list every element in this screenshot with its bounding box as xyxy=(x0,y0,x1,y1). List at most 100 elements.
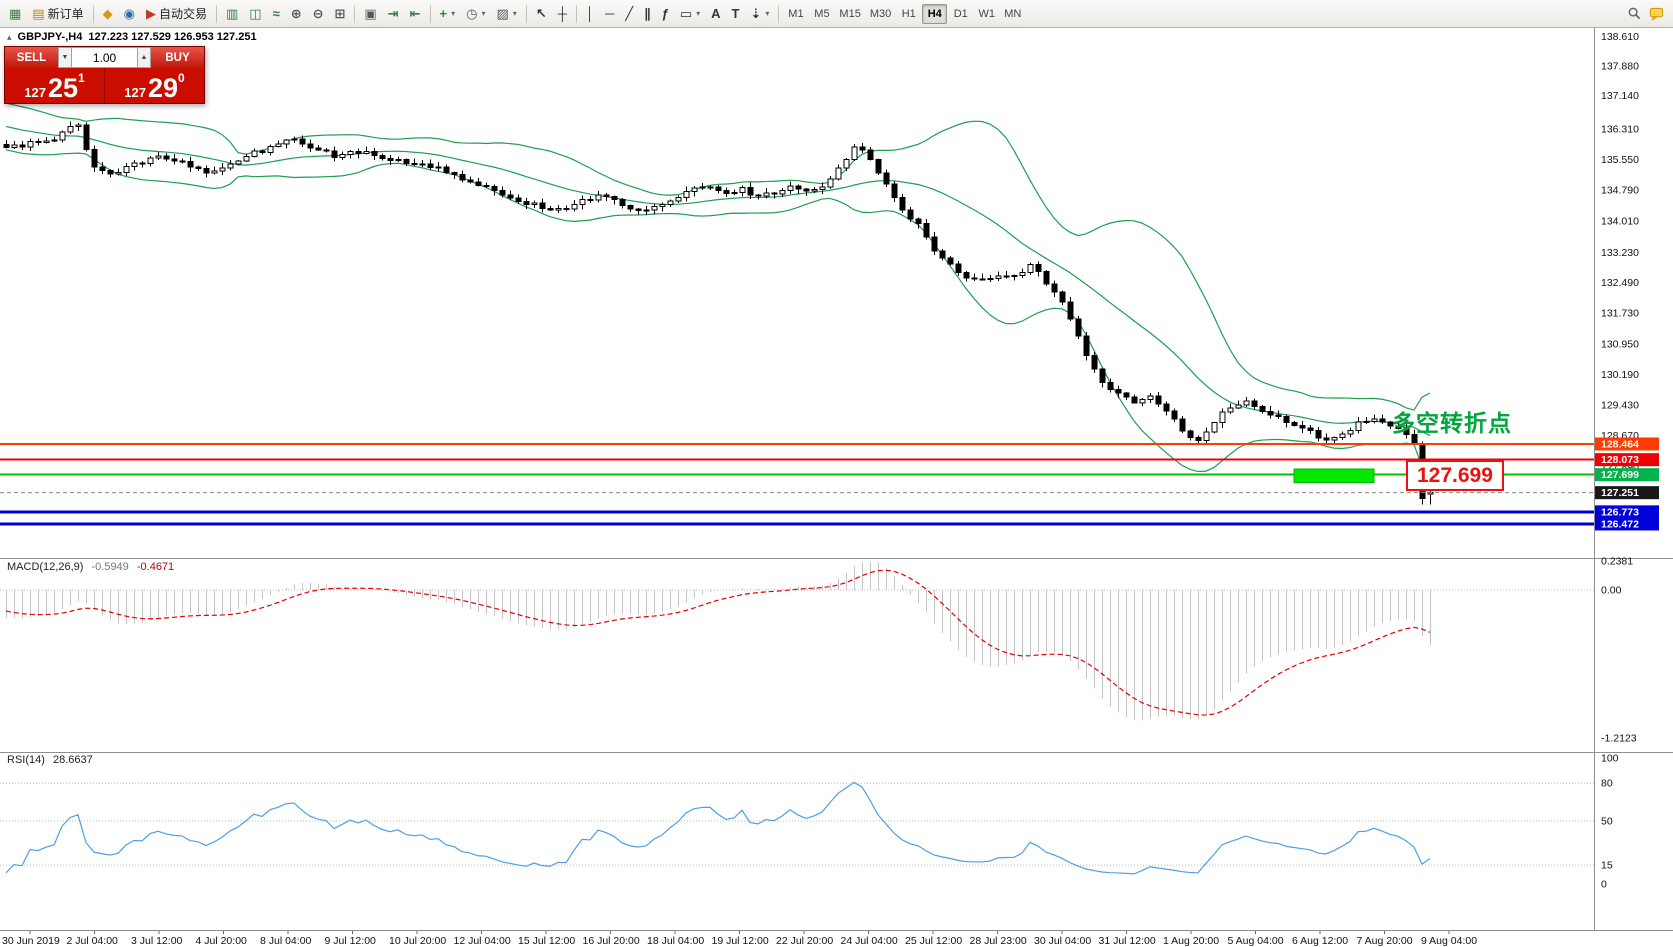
timeframe-m15-button[interactable]: M15 xyxy=(835,4,864,24)
svg-text:130.190: 130.190 xyxy=(1601,369,1639,381)
lot-decrease-button[interactable]: ▼ xyxy=(58,47,72,68)
lot-increase-button[interactable]: ▲ xyxy=(137,47,151,68)
indicators-button[interactable]: + ▾ xyxy=(435,3,461,25)
toolbar-items: ▦ ▤ 新订单 ◆ ◉ ▶ 自动交易 ▥ ◫ ≈ ⊕ ⊖ ⊞ ▣ ⇥ ⇤ + ▾ ◷ ▾ ▨ ▾ ↖ ┼ │ ─ ╱ ∥ ƒ ▭ ▾ A T ⇣ ▾… xyxy=(4,3,1025,25)
candlestick-chart-button[interactable]: ◫ xyxy=(244,3,266,25)
macd-signal-value: -0.4671 xyxy=(136,561,175,573)
text-icon: A xyxy=(711,6,721,21)
crosshair-button[interactable]: ┼ xyxy=(553,3,572,25)
vertical-line-button[interactable]: │ xyxy=(581,3,599,25)
svg-text:135.550: 135.550 xyxy=(1601,154,1639,166)
text-label-button[interactable]: T xyxy=(727,3,745,25)
ohlc-values: 127.223 127.529 126.953 127.251 xyxy=(88,31,257,43)
rsi-indicator-label: RSI(14) 28.6637 xyxy=(7,754,93,766)
svg-text:129.430: 129.430 xyxy=(1601,400,1639,412)
bollinger-bands xyxy=(5,102,1431,479)
arrows-button[interactable]: ⇣ ▾ xyxy=(746,3,775,25)
svg-text:128.464: 128.464 xyxy=(1601,438,1639,450)
trendline-button[interactable]: ╱ xyxy=(620,3,638,25)
buy-price-button[interactable]: 127 29 0 xyxy=(105,68,204,103)
svg-text:137.880: 137.880 xyxy=(1601,60,1639,72)
new-order-button-label: 新订单 xyxy=(47,7,84,21)
channel-icon: ∥ xyxy=(644,6,651,21)
svg-text:133.230: 133.230 xyxy=(1601,247,1639,259)
new-chart-button[interactable]: ▦ xyxy=(4,3,26,25)
tile-windows-button[interactable]: ⊞ xyxy=(330,3,351,25)
toolbar-separator xyxy=(525,4,527,23)
chart-shift-button[interactable]: ⇥ xyxy=(383,3,404,25)
sell-price-button[interactable]: 127 25 1 xyxy=(5,68,105,103)
toolbar-separator xyxy=(215,4,217,23)
sell-price-pips: 25 xyxy=(47,73,79,104)
candlestick-chart-icon: ◫ xyxy=(249,6,262,21)
data-window-button[interactable]: ◉ xyxy=(119,3,140,25)
profiles-button[interactable]: ◆ xyxy=(98,3,118,25)
horizontal-line-button[interactable]: ─ xyxy=(600,3,619,25)
svg-text:31 Jul 12:00: 31 Jul 12:00 xyxy=(1099,935,1156,947)
zoom-out-icon: ⊖ xyxy=(312,6,324,21)
fibonacci-icon: ƒ xyxy=(661,6,669,21)
bar-chart-icon: ▥ xyxy=(225,6,239,21)
fibonacci-button[interactable]: ƒ xyxy=(657,3,674,25)
highlight-box[interactable] xyxy=(1293,468,1375,484)
macd-name: MACD(12,26,9) xyxy=(7,561,84,573)
timeframe-h4-button[interactable]: H4 xyxy=(922,3,948,24)
price-axis: 138.610 137.880 137.140 136.310 135.550 134.7… xyxy=(1601,31,1639,474)
buy-price-prefix: 127 xyxy=(124,84,146,100)
svg-text:136.310: 136.310 xyxy=(1601,123,1639,135)
timeframe-m1-button[interactable]: M1 xyxy=(783,4,808,24)
auto-scroll-button[interactable]: ⇤ xyxy=(405,3,426,25)
svg-text:10 Jul 20:00: 10 Jul 20:00 xyxy=(389,935,446,947)
search-icon[interactable] xyxy=(1627,6,1642,21)
svg-text:128.073: 128.073 xyxy=(1601,454,1639,466)
new-order-icon: ▤ xyxy=(32,6,45,21)
lot-size-input[interactable] xyxy=(72,47,137,68)
periods-button[interactable]: ◷ ▾ xyxy=(461,3,490,25)
trade-panel-controls: SELL ▼ ▲ BUY xyxy=(5,47,204,68)
collapse-arrow-icon[interactable]: ▴ xyxy=(7,31,12,42)
autotrading-button[interactable]: ▶ 自动交易 xyxy=(141,3,212,25)
trendline-icon: ╱ xyxy=(625,6,634,21)
templates-button[interactable]: ▨ ▾ xyxy=(492,3,522,25)
toolbar-separator xyxy=(575,4,577,23)
periods-icon: ◷ xyxy=(466,6,478,21)
timeframe-m5-button[interactable]: M5 xyxy=(809,4,834,24)
price-tag-126.773: 126.773 xyxy=(1595,505,1659,519)
auto-arrange-icon: ▣ xyxy=(364,6,377,21)
bar-chart-button[interactable]: ▥ xyxy=(221,3,243,25)
timeframe-mn-button[interactable]: MN xyxy=(1000,4,1025,24)
shapes-button[interactable]: ▭ ▾ xyxy=(675,3,705,25)
horizontal-line-icon: ─ xyxy=(605,6,615,21)
timeframe-mn-button-label: MN xyxy=(1004,7,1022,20)
timeframe-h1-button[interactable]: H1 xyxy=(896,4,921,24)
line-chart-icon: ≈ xyxy=(272,6,280,21)
caret-down-icon: ▾ xyxy=(696,9,701,18)
zoom-out-button[interactable]: ⊖ xyxy=(308,3,329,25)
text-button[interactable]: A xyxy=(706,3,725,25)
vertical-line-icon: │ xyxy=(585,6,595,21)
line-chart-button[interactable]: ≈ xyxy=(268,3,285,25)
auto-arrange-button[interactable]: ▣ xyxy=(359,3,381,25)
cursor-button[interactable]: ↖ xyxy=(531,3,552,25)
channel-button[interactable]: ∥ xyxy=(639,3,656,25)
sell-button[interactable]: SELL xyxy=(5,47,58,68)
svg-text:24 Jul 04:00: 24 Jul 04:00 xyxy=(841,935,898,947)
caret-down-icon: ▾ xyxy=(765,9,770,18)
timeframe-d1-button[interactable]: D1 xyxy=(948,4,973,24)
toolbar-separator xyxy=(778,4,780,23)
timeframe-h4-button-label: H4 xyxy=(927,7,942,20)
svg-text:15 Jul 12:00: 15 Jul 12:00 xyxy=(518,935,575,947)
zoom-in-button[interactable]: ⊕ xyxy=(286,3,307,25)
new-order-button[interactable]: ▤ 新订单 xyxy=(27,3,88,25)
one-click-trading-panel: SELL ▼ ▲ BUY 127 25 1 127 29 0 xyxy=(4,46,205,104)
svg-text:137.140: 137.140 xyxy=(1601,90,1639,102)
buy-button[interactable]: BUY xyxy=(151,47,204,68)
price-callout-label[interactable]: 127.699 xyxy=(1406,460,1504,491)
timeframe-m30-button[interactable]: M30 xyxy=(866,4,895,24)
zoom-in-icon: ⊕ xyxy=(290,6,302,21)
chat-icon[interactable] xyxy=(1649,6,1664,21)
timeframe-w1-button[interactable]: W1 xyxy=(974,4,999,24)
